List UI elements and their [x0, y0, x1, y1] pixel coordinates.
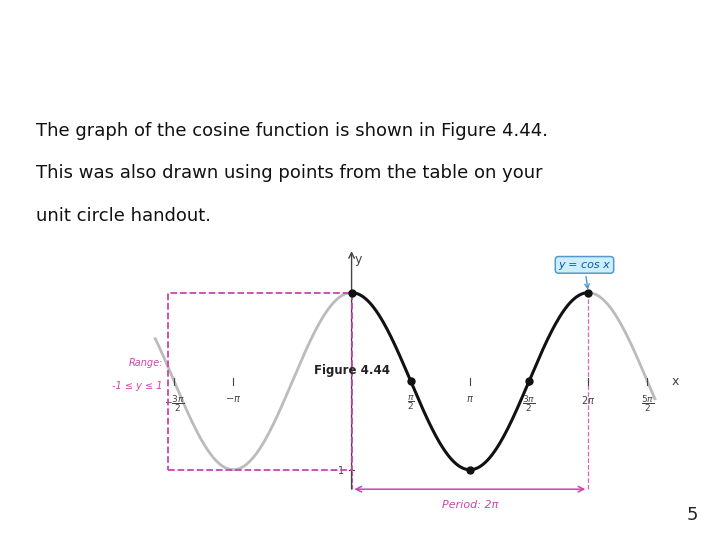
Text: x: x: [672, 375, 679, 388]
Point: [464, 465, 476, 474]
Text: $2\pi$: $2\pi$: [581, 394, 595, 406]
Point: [582, 288, 594, 297]
Text: Figure 4.44: Figure 4.44: [314, 364, 390, 377]
Text: $-\pi$: $-\pi$: [225, 394, 241, 403]
Text: Basic Sine and Cosine Curves: Basic Sine and Cosine Curves: [72, 40, 575, 70]
Text: $\dfrac{\pi}{2}$: $\dfrac{\pi}{2}$: [407, 394, 415, 413]
Text: unit circle handout.: unit circle handout.: [36, 207, 211, 225]
Text: $\pi$: $\pi$: [466, 394, 474, 403]
Point: [405, 377, 416, 386]
Text: This was also drawn using points from the table on your: This was also drawn using points from th…: [36, 164, 543, 183]
Point: [523, 377, 535, 386]
Text: -1 ≤ y ≤ 1: -1 ≤ y ≤ 1: [112, 381, 163, 391]
Text: The graph of the cosine function is shown in Figure 4.44.: The graph of the cosine function is show…: [36, 122, 548, 140]
Text: y: y: [354, 253, 362, 266]
Point: [346, 288, 357, 297]
Text: 5: 5: [687, 506, 698, 524]
Text: Period: 2π: Period: 2π: [441, 500, 498, 510]
Text: Range:: Range:: [128, 358, 163, 368]
Text: $-1$: $-1$: [329, 464, 345, 476]
Text: $\dfrac{3\pi}{2}$: $\dfrac{3\pi}{2}$: [523, 394, 536, 414]
Text: y = cos x: y = cos x: [559, 260, 611, 288]
Bar: [168, 293, 351, 470]
Text: $-\dfrac{3\pi}{2}$: $-\dfrac{3\pi}{2}$: [163, 394, 184, 414]
Text: $\dfrac{5\pi}{2}$: $\dfrac{5\pi}{2}$: [641, 394, 654, 414]
